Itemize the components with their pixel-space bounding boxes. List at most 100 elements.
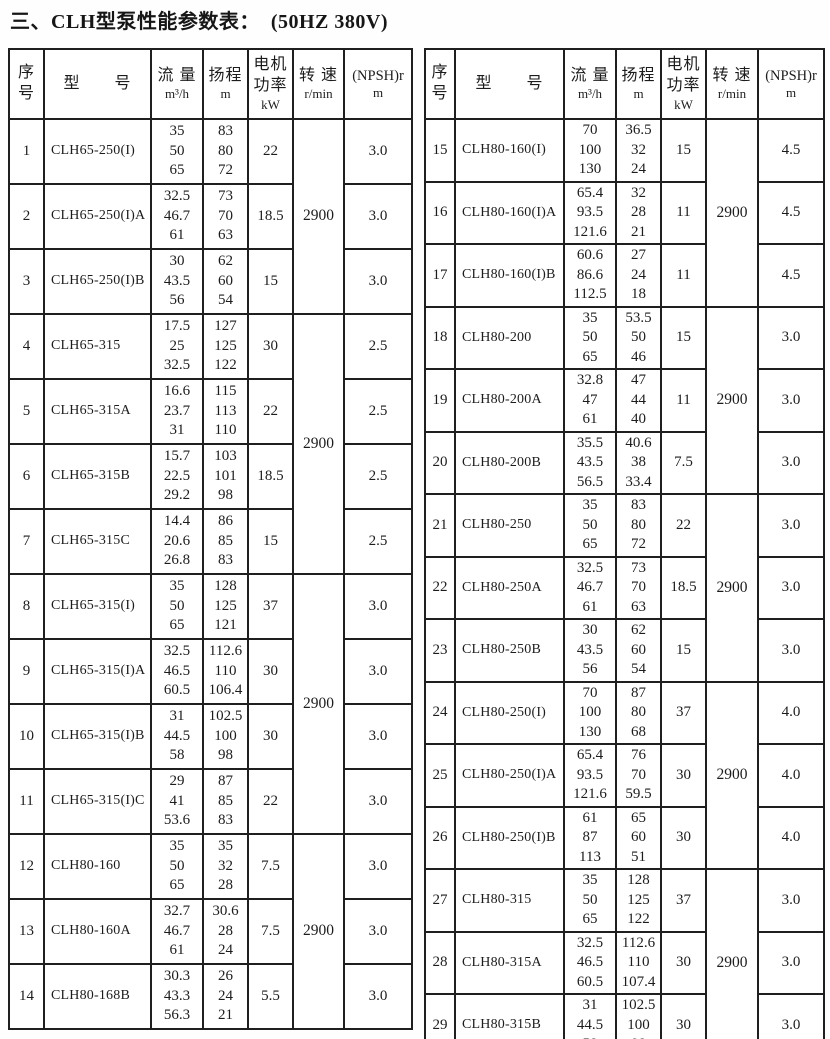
column-label: 序 号 bbox=[17, 64, 35, 102]
cell-head: 53.5 50 46 bbox=[615, 305, 662, 370]
cell-speed: 2900 bbox=[292, 573, 345, 835]
cell-flow: 35 50 65 bbox=[150, 573, 204, 640]
cell-flow: 65.4 93.5 121.6 bbox=[563, 743, 617, 808]
column-label: 流 量 bbox=[157, 66, 197, 84]
header-row: 序 号型 号流 量 m³/h 扬程 m 电机 功率 kW 转 速 r/min (NPSH)r m bbox=[8, 48, 413, 120]
cell-power: 22 bbox=[247, 118, 294, 185]
column-header-power: 电机 功率 kW bbox=[247, 48, 294, 120]
cell-no: 7 bbox=[8, 508, 45, 575]
column-unit: m bbox=[372, 85, 384, 101]
column-unit: m bbox=[633, 86, 644, 102]
cell-no: 24 bbox=[424, 680, 456, 745]
cell-head: 128 125 122 bbox=[615, 868, 662, 933]
cell-npsh: 3.0 bbox=[343, 963, 413, 1030]
table-row: 1 CLH65-250(I) 35 50 65 83 80 72 22 2900 3.0 bbox=[8, 118, 413, 315]
cell-npsh: 2.5 bbox=[343, 313, 413, 380]
cell-no: 2 bbox=[8, 183, 45, 250]
cell-npsh: 2.5 bbox=[343, 443, 413, 510]
cell-model: CLH80-168B bbox=[43, 963, 152, 1030]
cell-no: 13 bbox=[8, 898, 45, 965]
column-label: 转 速 bbox=[712, 66, 752, 84]
cell-power: 15 bbox=[247, 508, 294, 575]
cell-npsh: 3.0 bbox=[343, 248, 413, 315]
cell-power: 30 bbox=[247, 313, 294, 380]
cell-npsh: 3.0 bbox=[757, 930, 825, 995]
cell-model: CLH65-250(I)B bbox=[43, 248, 152, 315]
cell-npsh: 3.0 bbox=[343, 118, 413, 185]
pump-table-left: 序 号型 号流 量 m³/h 扬程 m 电机 功率 kW 转 速 r/min (NPSH)r m 1… bbox=[8, 48, 413, 1030]
cell-flow: 30.3 43.3 56.3 bbox=[150, 963, 204, 1030]
cell-npsh: 3.0 bbox=[343, 638, 413, 705]
cell-model: CLH80-250B bbox=[454, 618, 565, 683]
column-label: 扬程 bbox=[208, 66, 243, 84]
column-header-no: 序 号 bbox=[8, 48, 45, 120]
cell-power: 30 bbox=[660, 743, 707, 808]
table-row: 20 CLH80-200B 35.5 43.5 56.5 40.6 38 33.4 7.… bbox=[424, 430, 825, 495]
cell-head: 83 80 72 bbox=[615, 493, 662, 558]
cell-power: 18.5 bbox=[247, 443, 294, 510]
cell-head: 35 32 28 bbox=[202, 833, 249, 900]
cell-power: 15 bbox=[247, 248, 294, 315]
cell-model: CLH65-250(I)A bbox=[43, 183, 152, 250]
table-row: 9 CLH65-315(I)A 32.5 46.5 60.5 112.6 110 10… bbox=[8, 638, 413, 705]
cell-model: CLH65-315C bbox=[43, 508, 152, 575]
cell-model: CLH80-160(I) bbox=[454, 118, 565, 183]
column-header-power: 电机 功率 kW bbox=[660, 48, 707, 120]
cell-head: 73 70 63 bbox=[615, 555, 662, 620]
table-row: 15 CLH80-160(I) 70 100 130 36.5 32 24 15 2900… bbox=[424, 118, 825, 308]
cell-model: CLH65-315A bbox=[43, 378, 152, 445]
table-row: 23 CLH80-250B 30 43.5 56 62 60 54 15 3.0 bbox=[424, 618, 825, 683]
cell-npsh: 3.0 bbox=[757, 493, 825, 558]
table-row: 22 CLH80-250A 32.5 46.7 61 73 70 63 18.5 3.0 bbox=[424, 555, 825, 620]
cell-flow: 35 50 65 bbox=[563, 305, 617, 370]
cell-head: 32 28 21 bbox=[615, 180, 662, 245]
cell-power: 37 bbox=[660, 680, 707, 745]
cell-head: 62 60 54 bbox=[615, 618, 662, 683]
cell-no: 4 bbox=[8, 313, 45, 380]
cell-flow: 65.4 93.5 121.6 bbox=[563, 180, 617, 245]
cell-head: 27 24 18 bbox=[615, 243, 662, 308]
cell-head: 87 80 68 bbox=[615, 680, 662, 745]
column-label: 序 号 bbox=[431, 64, 449, 102]
cell-no: 3 bbox=[8, 248, 45, 315]
cell-head: 83 80 72 bbox=[202, 118, 249, 185]
cell-model: CLH80-250(I)A bbox=[454, 743, 565, 808]
cell-no: 1 bbox=[8, 118, 45, 185]
cell-npsh: 3.0 bbox=[343, 833, 413, 900]
cell-flow: 14.4 20.6 26.8 bbox=[150, 508, 204, 575]
cell-flow: 29 41 53.6 bbox=[150, 768, 204, 835]
cell-npsh: 4.0 bbox=[757, 680, 825, 745]
column-header-head: 扬程 m bbox=[615, 48, 662, 120]
cell-power: 18.5 bbox=[660, 555, 707, 620]
cell-npsh: 3.0 bbox=[757, 868, 825, 933]
cell-head: 47 44 40 bbox=[615, 368, 662, 433]
cell-no: 23 bbox=[424, 618, 456, 683]
table-row: 10 CLH65-315(I)B 31 44.5 58 102.5 100 98 30 3… bbox=[8, 703, 413, 770]
cell-no: 12 bbox=[8, 833, 45, 900]
cell-no: 16 bbox=[424, 180, 456, 245]
cell-npsh: 4.0 bbox=[757, 805, 825, 870]
table-row: 13 CLH80-160A 32.7 46.7 61 30.6 28 24 7.5 3.0 bbox=[8, 898, 413, 965]
page-title: 三、CLH型泵性能参数表： (50HZ 380V) bbox=[10, 11, 388, 33]
cell-head: 76 70 59.5 bbox=[615, 743, 662, 808]
table-row: 7 CLH65-315C 14.4 20.6 26.8 86 85 83 15 2.5 bbox=[8, 508, 413, 575]
column-unit: m³/h bbox=[164, 86, 190, 102]
table-row: 17 CLH80-160(I)B 60.6 86.6 112.5 27 24 18 11… bbox=[424, 243, 825, 308]
cell-power: 22 bbox=[660, 493, 707, 558]
table-row: 8 CLH65-315(I) 35 50 65 128 125 121 37 2900 3.… bbox=[8, 573, 413, 835]
cell-power: 7.5 bbox=[247, 898, 294, 965]
cell-head: 40.6 38 33.4 bbox=[615, 430, 662, 495]
cell-model: CLH80-160(I)A bbox=[454, 180, 565, 245]
column-header-model: 型 号 bbox=[43, 48, 152, 120]
cell-flow: 32.5 46.7 61 bbox=[563, 555, 617, 620]
column-label: (NPSH)r bbox=[765, 67, 817, 84]
cell-npsh: 3.0 bbox=[343, 898, 413, 965]
pump-table-right: 序 号型 号流 量 m³/h 扬程 m 电机 功率 kW 转 速 r/min (NPSH)r m 1… bbox=[424, 48, 825, 1039]
cell-head: 128 125 121 bbox=[202, 573, 249, 640]
header-row: 序 号型 号流 量 m³/h 扬程 m 电机 功率 kW 转 速 r/min (NPSH)r m bbox=[424, 48, 825, 120]
cell-no: 11 bbox=[8, 768, 45, 835]
cell-flow: 15.7 22.5 29.2 bbox=[150, 443, 204, 510]
table-row: 28 CLH80-315A 32.5 46.5 60.5 112.6 110 107.… bbox=[424, 930, 825, 995]
cell-speed: 2900 bbox=[292, 118, 345, 315]
